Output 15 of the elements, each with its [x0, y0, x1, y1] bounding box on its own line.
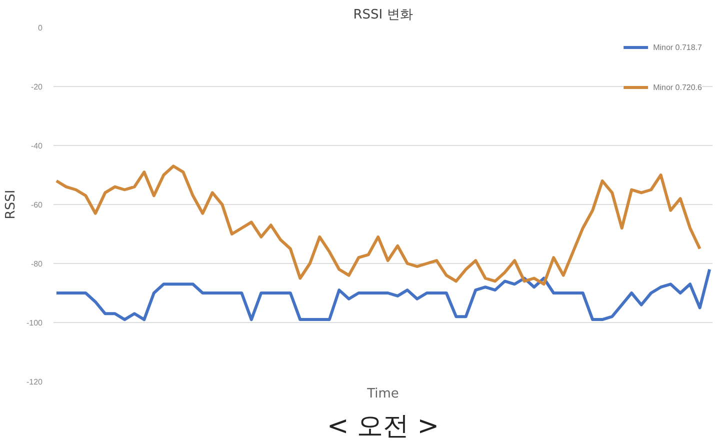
line-series: [54, 268, 712, 322]
y-tick-label: 0: [38, 24, 44, 32]
text: < 오전 >: [326, 412, 440, 442]
y-tick-label: -60: [30, 200, 44, 210]
legend-label: Minor 0.718.7: [653, 42, 702, 52]
legend-label: Minor 0.720.6: [653, 82, 702, 92]
y-tick-label: -120: [26, 378, 44, 386]
y-tick-label: -20: [30, 82, 44, 92]
y-axis-title: RSSI: [3, 190, 18, 220]
y-tick-label: -100: [26, 318, 44, 328]
x-axis-title: Time: [366, 386, 399, 402]
chart-title: RSSI 변화: [353, 8, 413, 22]
line-series: [54, 164, 702, 286]
y-tick-label: -40: [30, 142, 44, 150]
y-tick-label: -80: [30, 260, 44, 268]
